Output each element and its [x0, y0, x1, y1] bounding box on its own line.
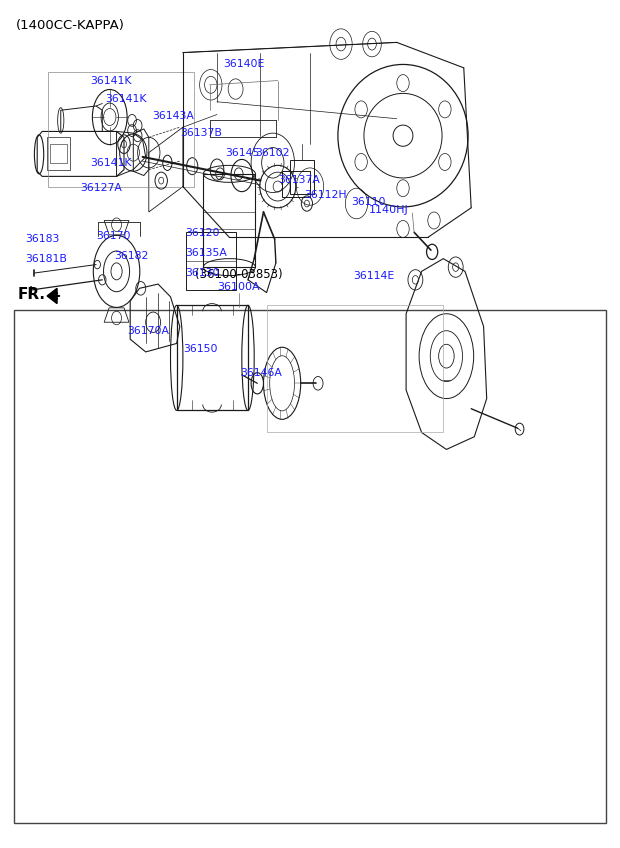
Bar: [50, 144, 67, 163]
Bar: [282, 171, 310, 197]
Text: 36135A: 36135A: [185, 248, 227, 258]
Polygon shape: [47, 288, 57, 304]
Bar: [48, 72, 194, 187]
Text: 36183: 36183: [25, 234, 59, 244]
Text: 36143A: 36143A: [152, 111, 194, 121]
Text: 36130: 36130: [185, 268, 219, 278]
Text: 36127A: 36127A: [81, 183, 123, 193]
Bar: [267, 305, 443, 432]
Text: 36112H: 36112H: [304, 190, 347, 200]
Text: (1400CC-KAPPA): (1400CC-KAPPA): [16, 19, 125, 31]
Bar: [186, 232, 236, 290]
Text: 36182: 36182: [115, 251, 149, 261]
Text: 1140HJ: 1140HJ: [369, 205, 409, 215]
Text: (36100-03853): (36100-03853): [195, 268, 283, 282]
Text: 36150: 36150: [183, 344, 218, 354]
Text: 36120: 36120: [185, 228, 219, 238]
Text: 36145: 36145: [225, 148, 259, 158]
Text: 36141K: 36141K: [90, 75, 131, 86]
Text: 36102: 36102: [255, 148, 290, 158]
Text: FR.: FR.: [17, 287, 45, 302]
Text: 36141K: 36141K: [105, 94, 147, 104]
Text: 36114E: 36114E: [353, 271, 395, 281]
Text: 36137B: 36137B: [180, 128, 222, 138]
Bar: [46, 137, 70, 170]
Text: 36137A: 36137A: [278, 175, 320, 185]
Bar: [290, 160, 314, 194]
Text: 36181B: 36181B: [25, 254, 67, 264]
Text: 36110: 36110: [351, 197, 386, 207]
Text: 36170A: 36170A: [127, 326, 169, 336]
Text: 36146A: 36146A: [240, 368, 282, 378]
Text: 36170: 36170: [96, 231, 131, 241]
Text: 36100A: 36100A: [218, 282, 260, 292]
Text: 36141K: 36141K: [90, 158, 131, 168]
Text: 36140E: 36140E: [223, 59, 265, 69]
Bar: [14, 310, 606, 823]
